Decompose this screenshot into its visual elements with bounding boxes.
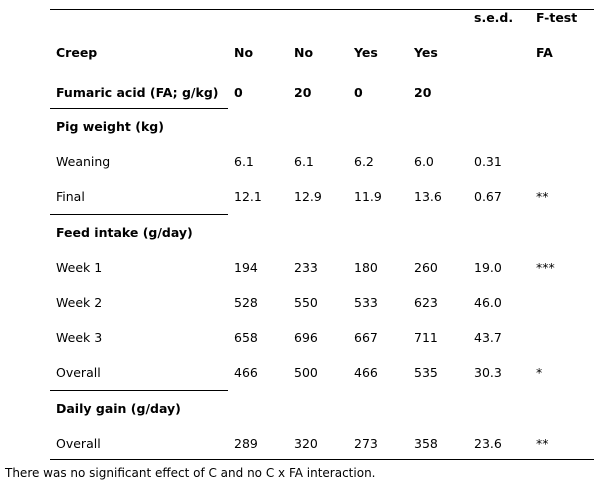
- ftest-subheader: FA: [536, 45, 553, 60]
- row-significance: *: [536, 365, 543, 381]
- row-label: Week 2: [56, 295, 103, 310]
- row-value: 711: [414, 330, 438, 345]
- header-row-creep: Creep No No Yes Yes FA: [50, 28, 594, 77]
- section-title: Daily gain (g/day): [50, 390, 228, 426]
- ftest-header: F-test: [536, 10, 578, 25]
- table-row: Weaning 6.1 6.1 6.2 6.0 0.31: [50, 144, 594, 179]
- row-label: Overall: [56, 365, 101, 380]
- section-title: Pig weight (kg): [50, 108, 228, 144]
- row-value: 273: [354, 436, 378, 451]
- row-value: 6.1: [294, 154, 314, 169]
- results-table: s.e.d. F-test Creep No No Yes Yes FA Fum…: [50, 9, 594, 461]
- row-sed: 30.3: [474, 365, 502, 381]
- row-sed: 19.0: [474, 260, 502, 275]
- row-label: Weaning: [56, 154, 111, 169]
- row-value: 550: [294, 295, 318, 310]
- creep-label: Creep: [56, 45, 98, 60]
- row-value: 12.1: [234, 189, 262, 205]
- creep-value: Yes: [354, 45, 378, 60]
- row-label: Week 3: [56, 330, 103, 345]
- row-value: 6.0: [414, 154, 434, 169]
- creep-value: No: [234, 45, 254, 60]
- table-bottom-rule: [50, 459, 594, 460]
- row-value: 12.9: [294, 189, 322, 205]
- row-value: 233: [294, 260, 318, 275]
- row-value: 320: [294, 436, 318, 451]
- row-value: 623: [414, 295, 438, 310]
- table-row: Overall 289 320 273 358 23.6 **: [50, 426, 594, 461]
- row-significance: [530, 320, 594, 355]
- row-value: 180: [354, 260, 378, 275]
- row-sed: 0.67: [474, 189, 502, 205]
- row-value: 260: [414, 260, 438, 275]
- row-significance: **: [536, 436, 549, 451]
- row-significance: [530, 144, 594, 179]
- table-row: Overall 466 500 466 535 30.3 *: [50, 355, 594, 391]
- row-significance: **: [536, 189, 549, 205]
- footnote: There was no significant effect of C and…: [5, 466, 376, 480]
- header-row-stats: s.e.d. F-test: [50, 9, 594, 28]
- section-header-row: Daily gain (g/day): [50, 390, 594, 426]
- row-value: 11.9: [354, 189, 382, 205]
- table-row: Week 1 194 233 180 260 19.0 ***: [50, 250, 594, 285]
- row-significance: [530, 285, 594, 320]
- row-value: 466: [354, 365, 378, 381]
- fa-value: 0: [354, 85, 363, 101]
- row-sed: 46.0: [474, 295, 502, 310]
- row-label: Week 1: [56, 260, 103, 275]
- section-header-row: Pig weight (kg): [50, 108, 594, 144]
- fa-label: Fumaric acid (FA; g/kg): [56, 85, 219, 100]
- row-value: 194: [234, 260, 258, 275]
- row-value: 500: [294, 365, 318, 381]
- fa-value: 0: [234, 85, 243, 101]
- creep-value: Yes: [414, 45, 438, 60]
- header-row-fa: Fumaric acid (FA; g/kg) 0 20 0 20: [50, 77, 594, 109]
- row-value: 535: [414, 365, 438, 381]
- row-label: Final: [56, 189, 85, 204]
- table-top-rule: [50, 9, 594, 10]
- row-significance: ***: [536, 260, 555, 275]
- row-value: 358: [414, 436, 438, 451]
- table-row: Week 2 528 550 533 623 46.0: [50, 285, 594, 320]
- row-label: Overall: [56, 436, 101, 451]
- row-value: 289: [234, 436, 258, 451]
- table-row: Week 3 658 696 667 711 43.7: [50, 320, 594, 355]
- row-value: 667: [354, 330, 378, 345]
- sed-header: s.e.d.: [474, 10, 514, 25]
- row-value: 6.1: [234, 154, 254, 169]
- row-value: 466: [234, 365, 258, 381]
- fa-value: 20: [294, 85, 312, 101]
- row-value: 528: [234, 295, 258, 310]
- section-title: Feed intake (g/day): [50, 214, 228, 250]
- fa-value: 20: [414, 85, 432, 101]
- row-sed: 43.7: [474, 330, 502, 345]
- row-sed: 23.6: [474, 436, 502, 451]
- row-value: 696: [294, 330, 318, 345]
- table-row: Final 12.1 12.9 11.9 13.6 0.67 **: [50, 179, 594, 215]
- row-value: 6.2: [354, 154, 374, 169]
- section-header-row: Feed intake (g/day): [50, 214, 594, 250]
- row-value: 533: [354, 295, 378, 310]
- row-value: 658: [234, 330, 258, 345]
- row-sed: 0.31: [474, 154, 502, 169]
- creep-value: No: [294, 45, 314, 60]
- row-value: 13.6: [414, 189, 442, 205]
